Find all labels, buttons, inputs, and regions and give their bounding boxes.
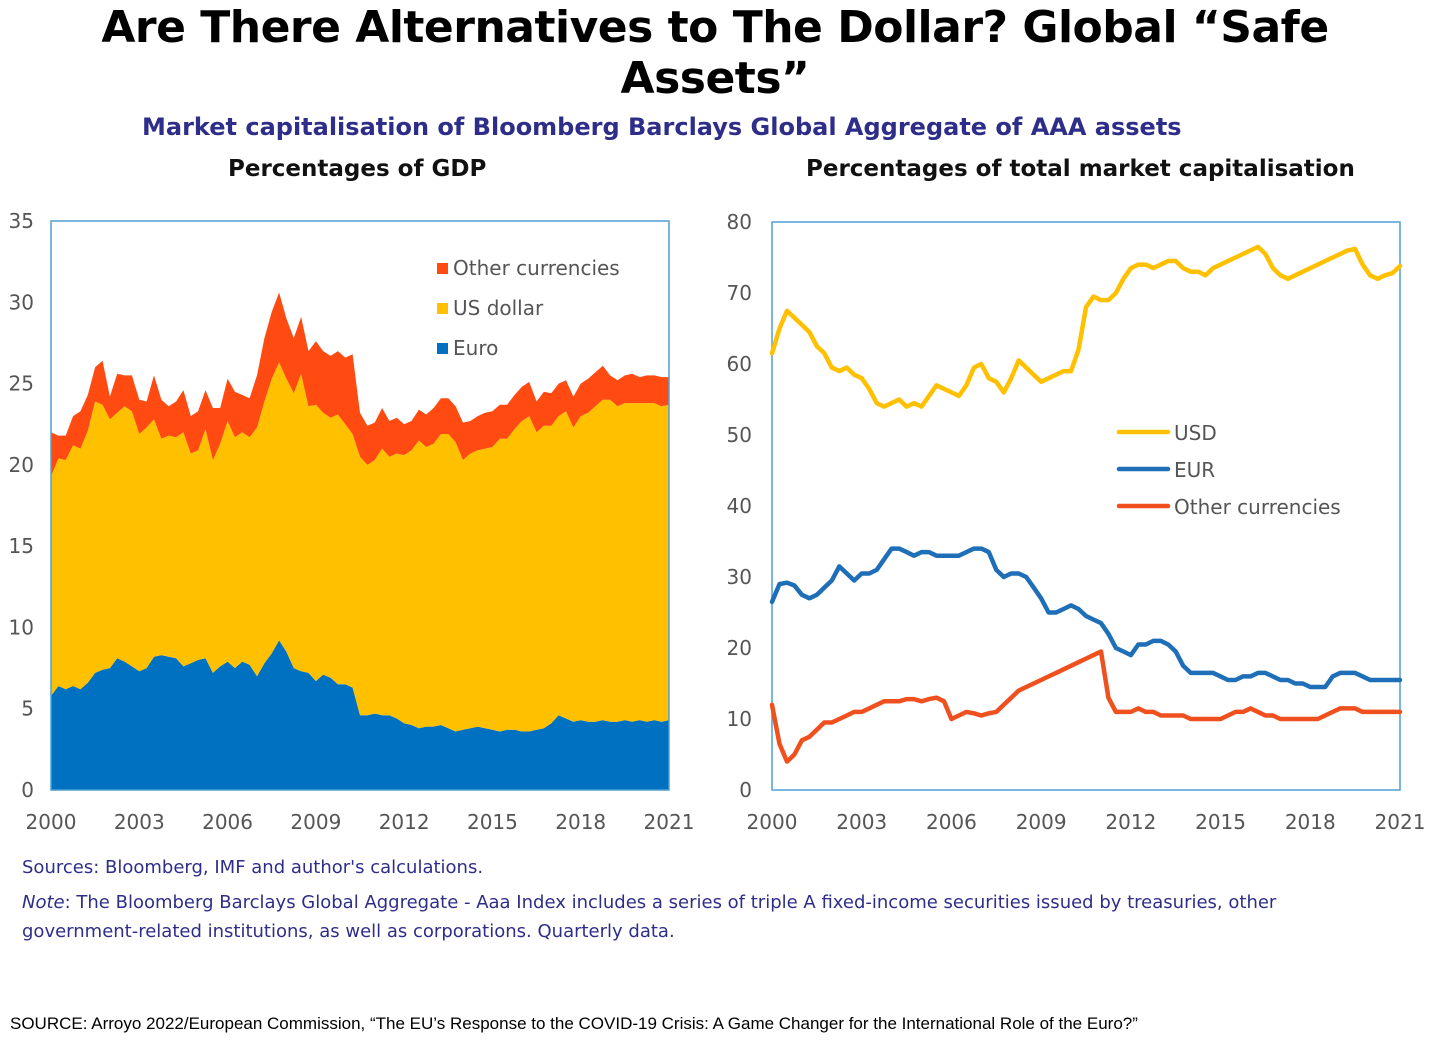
area-other-currencies xyxy=(51,292,669,477)
legend-label-usd: USD xyxy=(1174,421,1217,445)
y-tick-label: 15 xyxy=(9,534,34,558)
y-tick-label: 10 xyxy=(9,615,34,639)
chart-subtitle: Market capitalisation of Bloomberg Barcl… xyxy=(142,113,1182,141)
page-title: Are There Alternatives to The Dollar? Gl… xyxy=(101,2,1329,104)
y-tick-label: 40 xyxy=(727,494,752,518)
y-tick-label: 0 xyxy=(21,778,34,802)
gdp-stacked-area-chart: 0 5 10 15 20 25 30 35 2000 2003 2006 2009 2012 2015 20… xyxy=(9,209,695,834)
note-label: Note xyxy=(22,892,65,913)
source-citation: SOURCE: Arroyo 2022/European Commission,… xyxy=(10,1014,1138,1033)
y-tick-label: 60 xyxy=(727,352,752,376)
y-tick-label: 35 xyxy=(9,209,34,233)
x-tick-label: 2000 xyxy=(26,810,77,834)
x-tick-label: 2009 xyxy=(290,810,341,834)
x-tick-label: 2006 xyxy=(202,810,253,834)
x-tick-label: 2000 xyxy=(747,810,798,834)
y-tick-label: 25 xyxy=(9,372,34,396)
x-tick-label: 2021 xyxy=(1375,810,1426,834)
y-tick-label: 50 xyxy=(727,423,752,447)
x-tick-label: 2009 xyxy=(1016,810,1067,834)
legend-label-us-dollar: US dollar xyxy=(453,296,544,320)
legend-swatch-us-dollar xyxy=(437,303,448,314)
area-us-dollar xyxy=(51,362,669,732)
x-tick-label: 2015 xyxy=(467,810,518,834)
legend-swatch-euro xyxy=(437,343,448,354)
legend-swatch-other-currencies xyxy=(437,263,448,274)
x-tick-label: 2021 xyxy=(644,810,695,834)
y-tick-label: 30 xyxy=(9,290,34,314)
line-other-currencies xyxy=(769,649,1403,764)
x-tick-label: 2012 xyxy=(379,810,430,834)
left-chart-title: Percentages of GDP xyxy=(228,156,487,182)
x-tick-label: 2003 xyxy=(114,810,165,834)
y-tick-label: 30 xyxy=(727,565,752,589)
plot-frame xyxy=(771,221,1401,791)
y-tick-label: 5 xyxy=(21,697,34,721)
plot-frame xyxy=(50,220,670,791)
y-tick-label: 10 xyxy=(727,707,752,731)
sources-text: Sources: Bloomberg, IMF and author's cal… xyxy=(22,857,484,878)
y-tick-label: 20 xyxy=(727,636,752,660)
legend-label-eur: EUR xyxy=(1174,458,1215,482)
legend-label-other-currencies: Other currencies xyxy=(1174,495,1341,519)
note-body: : The Bloomberg Barclays Global Aggregat… xyxy=(22,892,1277,942)
y-tick-label: 20 xyxy=(9,453,34,477)
y-tick-label: 0 xyxy=(739,778,752,802)
x-tick-label: 2012 xyxy=(1105,810,1156,834)
x-tick-label: 2018 xyxy=(1285,810,1336,834)
y-tick-label: 70 xyxy=(727,281,752,305)
x-tick-label: 2006 xyxy=(926,810,977,834)
line-eur xyxy=(769,546,1403,690)
note-text: Note: The Bloomberg Barclays Global Aggr… xyxy=(22,888,1352,946)
x-tick-label: 2018 xyxy=(555,810,606,834)
line-usd xyxy=(769,244,1403,409)
legend-label-other-currencies: Other currencies xyxy=(453,256,620,280)
x-tick-label: 2003 xyxy=(836,810,887,834)
legend-label-euro: Euro xyxy=(453,336,498,360)
y-tick-label: 80 xyxy=(727,210,752,234)
right-chart-title: Percentages of total market capitalisati… xyxy=(806,156,1355,182)
x-tick-label: 2015 xyxy=(1195,810,1246,834)
market-cap-line-chart: 0 10 20 30 40 50 60 70 80 2000 2003 2006 2009 2012 201… xyxy=(727,210,1426,834)
